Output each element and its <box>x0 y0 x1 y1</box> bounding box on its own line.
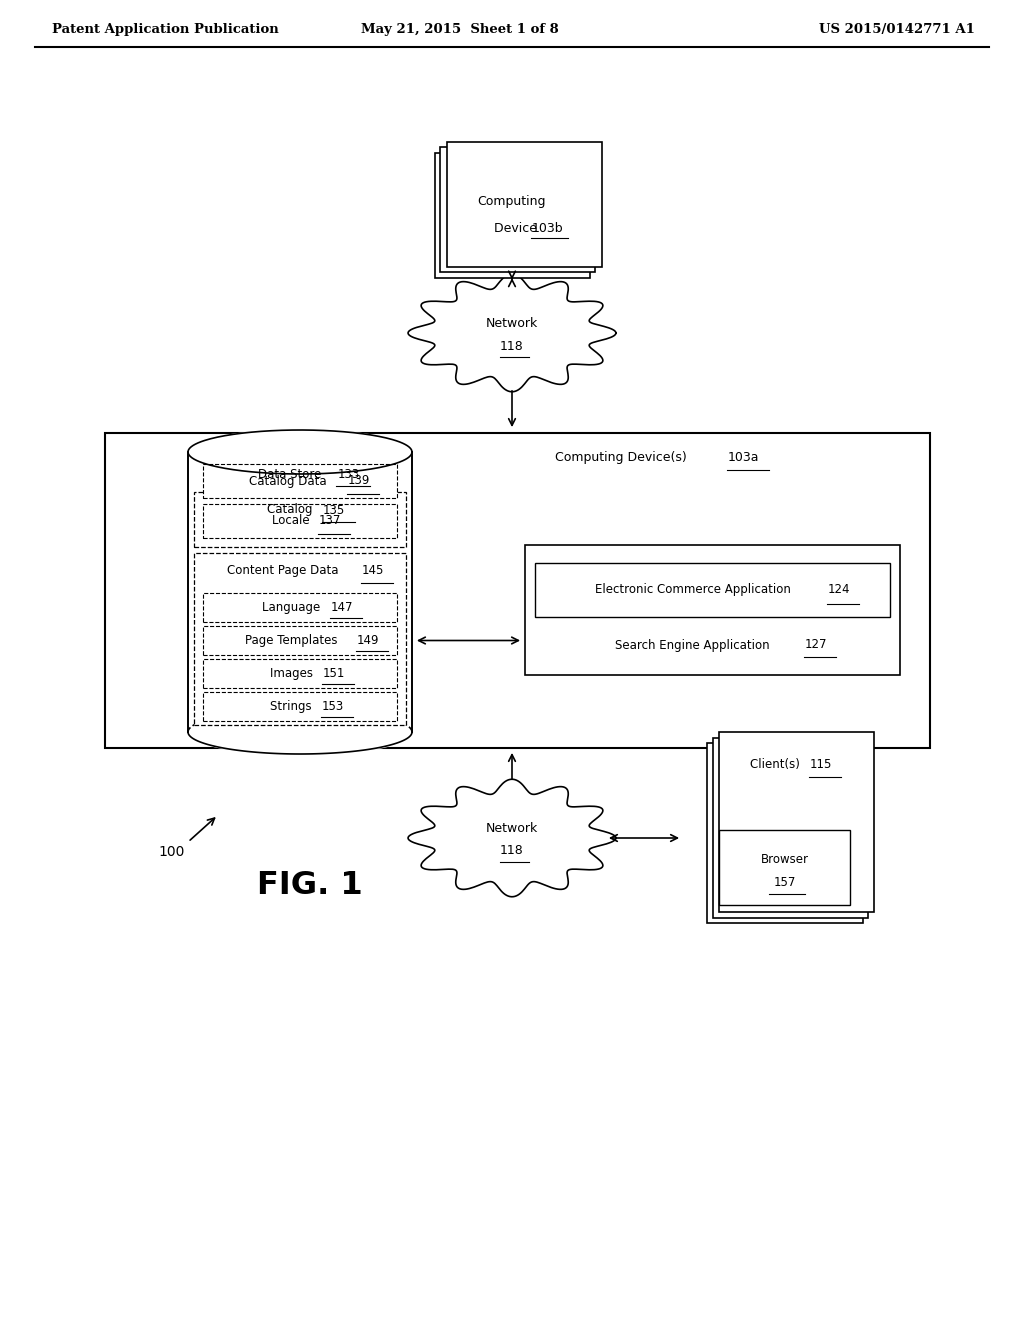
Text: 137: 137 <box>319 515 341 528</box>
Text: US 2015/0142771 A1: US 2015/0142771 A1 <box>819 22 975 36</box>
Text: Images: Images <box>269 667 316 680</box>
Text: 103b: 103b <box>532 222 563 235</box>
Bar <box>720 733 874 912</box>
Text: 115: 115 <box>810 759 833 771</box>
Bar <box>203 504 397 539</box>
Bar <box>203 692 397 721</box>
Text: 135: 135 <box>323 503 345 516</box>
Text: Network: Network <box>485 821 539 834</box>
Text: 151: 151 <box>323 667 345 680</box>
Bar <box>708 743 862 923</box>
Text: 147: 147 <box>331 601 353 614</box>
Bar <box>720 830 851 906</box>
Polygon shape <box>409 275 616 392</box>
Text: Content Page Data: Content Page Data <box>227 565 343 577</box>
Text: 118: 118 <box>500 845 524 858</box>
Bar <box>535 564 890 616</box>
Polygon shape <box>188 451 412 733</box>
Text: Client(s): Client(s) <box>751 759 804 771</box>
Text: Language: Language <box>262 601 324 614</box>
Text: 103a: 103a <box>728 451 760 465</box>
Bar <box>194 492 406 546</box>
Text: May 21, 2015  Sheet 1 of 8: May 21, 2015 Sheet 1 of 8 <box>361 22 559 36</box>
Text: Browser: Browser <box>761 853 809 866</box>
Bar <box>194 553 406 725</box>
Text: Locale: Locale <box>272 515 313 528</box>
Bar <box>105 433 930 748</box>
Text: 145: 145 <box>362 565 384 577</box>
Text: 124: 124 <box>827 583 850 597</box>
Text: 118: 118 <box>500 339 524 352</box>
Text: FIG. 1: FIG. 1 <box>257 870 362 900</box>
Bar <box>714 738 868 917</box>
Bar <box>434 153 590 277</box>
Bar <box>525 545 900 675</box>
Text: Patent Application Publication: Patent Application Publication <box>52 22 279 36</box>
Bar <box>203 626 397 655</box>
Text: Network: Network <box>485 317 539 330</box>
Bar <box>446 141 601 267</box>
Bar <box>203 659 397 688</box>
Text: 133: 133 <box>338 467 360 480</box>
Text: Search Engine Application: Search Engine Application <box>615 639 774 652</box>
Text: Computing: Computing <box>478 195 546 209</box>
Text: Device: Device <box>494 222 541 235</box>
Text: Catalog Data: Catalog Data <box>249 474 331 487</box>
Bar <box>440 147 596 272</box>
Polygon shape <box>188 430 412 474</box>
Text: Catalog: Catalog <box>267 503 316 516</box>
Text: Electronic Commerce Application: Electronic Commerce Application <box>595 583 795 597</box>
Text: 100: 100 <box>159 845 185 859</box>
Text: Computing Device(s): Computing Device(s) <box>555 451 691 465</box>
Bar <box>203 593 397 622</box>
Text: 127: 127 <box>805 639 827 652</box>
Text: Page Templates: Page Templates <box>245 634 341 647</box>
Text: 139: 139 <box>348 474 371 487</box>
Text: 153: 153 <box>322 700 344 713</box>
Text: Strings: Strings <box>270 700 315 713</box>
Text: 149: 149 <box>357 634 380 647</box>
Text: 157: 157 <box>774 876 797 888</box>
Polygon shape <box>409 779 616 896</box>
Text: Data Store: Data Store <box>258 467 326 480</box>
Bar <box>203 465 397 498</box>
